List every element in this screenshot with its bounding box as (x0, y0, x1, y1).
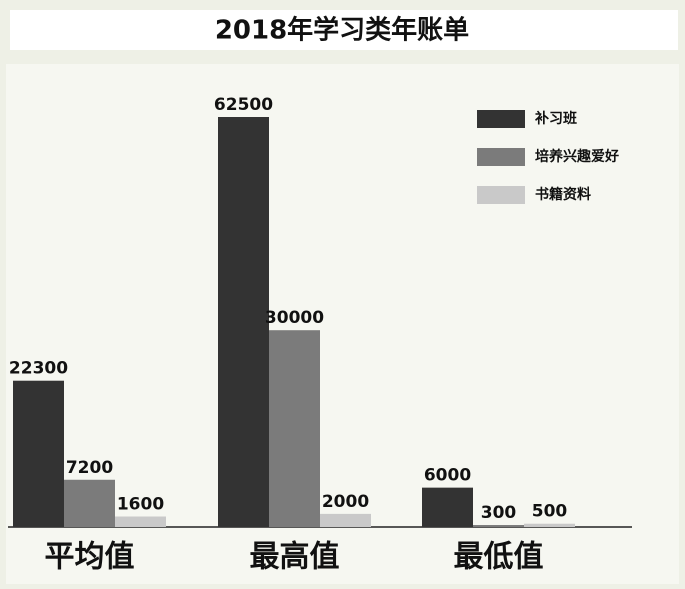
value-label: 30000 (265, 308, 324, 328)
category-label: 最高值 (250, 540, 340, 575)
bar (473, 525, 524, 527)
plot-background (6, 64, 679, 584)
legend-swatch (477, 148, 525, 166)
value-label: 2000 (322, 492, 369, 512)
legend-label: 书籍资料 (535, 186, 591, 203)
bar (524, 523, 575, 527)
bar (13, 380, 64, 527)
bar (64, 479, 115, 527)
category-label: 平均值 (45, 540, 135, 575)
legend-swatch (477, 186, 525, 204)
value-label: 500 (532, 502, 568, 522)
legend-label: 培养兴趣爱好 (535, 148, 619, 165)
bar (320, 513, 371, 527)
value-label: 300 (481, 503, 517, 523)
bar (422, 487, 473, 527)
title-band (10, 10, 678, 50)
value-label: 6000 (424, 466, 471, 486)
value-label: 7200 (66, 458, 113, 478)
chart-title: 2018年学习类年账单 (215, 15, 469, 46)
bar (218, 117, 269, 527)
category-label: 最低值 (454, 540, 544, 575)
bar (115, 516, 166, 527)
value-label: 1600 (117, 495, 164, 515)
bar (269, 330, 320, 527)
value-label: 62500 (214, 95, 273, 115)
value-label: 22300 (9, 359, 68, 379)
legend-label: 补习班 (534, 110, 577, 127)
legend-swatch (477, 110, 525, 128)
